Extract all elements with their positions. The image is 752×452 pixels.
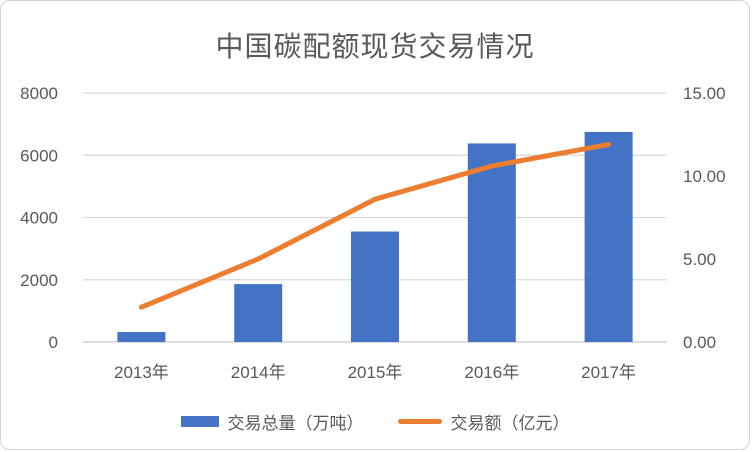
- legend: 交易总量（万吨） 交易额（亿元）: [1, 409, 749, 434]
- left-axis-tick: 6000: [20, 146, 58, 165]
- line-series-swatch-icon: [397, 419, 442, 424]
- right-axis-tick: 0.00: [683, 333, 716, 352]
- left-axis-tick: 4000: [20, 209, 58, 228]
- left-axis-tick: 8000: [20, 84, 58, 103]
- bar-series-swatch-icon: [180, 416, 219, 427]
- x-axis-label: 2016年: [464, 363, 519, 382]
- right-axis-tick: 15.00: [683, 84, 726, 103]
- bar-2015年: [351, 231, 399, 342]
- bar-2014年: [234, 284, 283, 342]
- bar-2016年: [467, 143, 516, 342]
- x-axis-label: 2017年: [581, 363, 636, 382]
- chart-title: 中国碳配额现货交易情况: [215, 31, 535, 62]
- right-axis-tick: 5.00: [683, 250, 716, 269]
- legend-label-line-series: 交易额（亿元）: [450, 414, 570, 433]
- bar-2013年: [117, 332, 166, 342]
- left-axis-tick: 2000: [20, 271, 58, 290]
- x-axis-label: 2013年: [114, 363, 169, 382]
- line-series: [138, 141, 612, 310]
- right-axis-tick: 10.00: [683, 167, 726, 186]
- x-axis-label: 2014年: [231, 363, 286, 382]
- bar-2017年: [584, 131, 633, 342]
- x-axis-label: 2015年: [348, 363, 403, 382]
- legend-label-bar-series: 交易总量（万吨）: [227, 414, 364, 433]
- left-axis-tick: 0: [49, 333, 58, 352]
- legend-item-bar-series: 交易总量（万吨）: [180, 409, 364, 434]
- legend-item-line-series: 交易额（亿元）: [397, 409, 570, 434]
